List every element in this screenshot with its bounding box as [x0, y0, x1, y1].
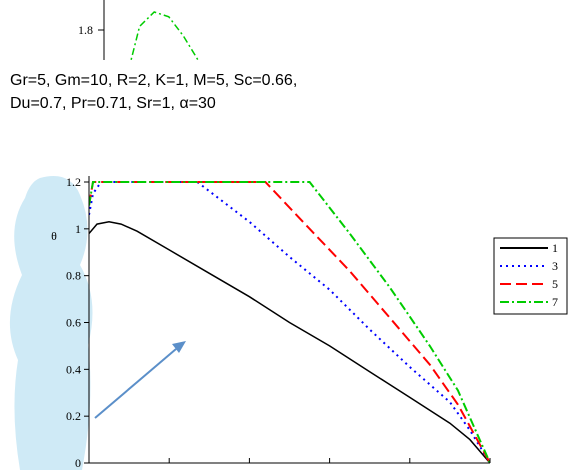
y-axis-label: θ — [51, 229, 57, 243]
y-tick-label: 0 — [75, 456, 81, 470]
parameters-line-2: Du=0.7, Pr=0.71, Sr=1, α=30 — [10, 95, 216, 112]
legend-label-3: 3 — [552, 259, 558, 273]
watermark-figure-image — [9, 176, 93, 470]
series-line-1 — [89, 221, 490, 464]
legend-label-1: 1 — [552, 241, 558, 255]
y-tick-label: 0.2 — [66, 409, 81, 423]
series-line-3 — [89, 181, 490, 464]
top-chart: 1.8 — [78, 0, 199, 60]
parameters-line-1: Gr=5, Gm=10, R=2, K=1, M=5, Sc=0.66, — [10, 72, 298, 89]
y-tick-label: 0.4 — [66, 362, 81, 376]
y-tick-label: 1 — [75, 222, 81, 236]
y-tick-label: 0.8 — [66, 269, 81, 283]
top-y-tick-label: 1.8 — [78, 23, 93, 37]
legend-label-7: 7 — [552, 295, 558, 309]
series-line-7 — [89, 181, 490, 464]
y-tick-label: 1.2 — [66, 175, 81, 189]
watermark-figure-shape — [9, 176, 93, 470]
y-tick-label: 0.6 — [66, 316, 81, 330]
top-series-line — [130, 11, 199, 60]
annotation-arrow-head — [172, 341, 186, 353]
annotation-arrow-shaft — [94, 348, 177, 419]
legend: 1 3 5 7 — [493, 237, 568, 315]
legend-label-5: 5 — [552, 277, 558, 291]
